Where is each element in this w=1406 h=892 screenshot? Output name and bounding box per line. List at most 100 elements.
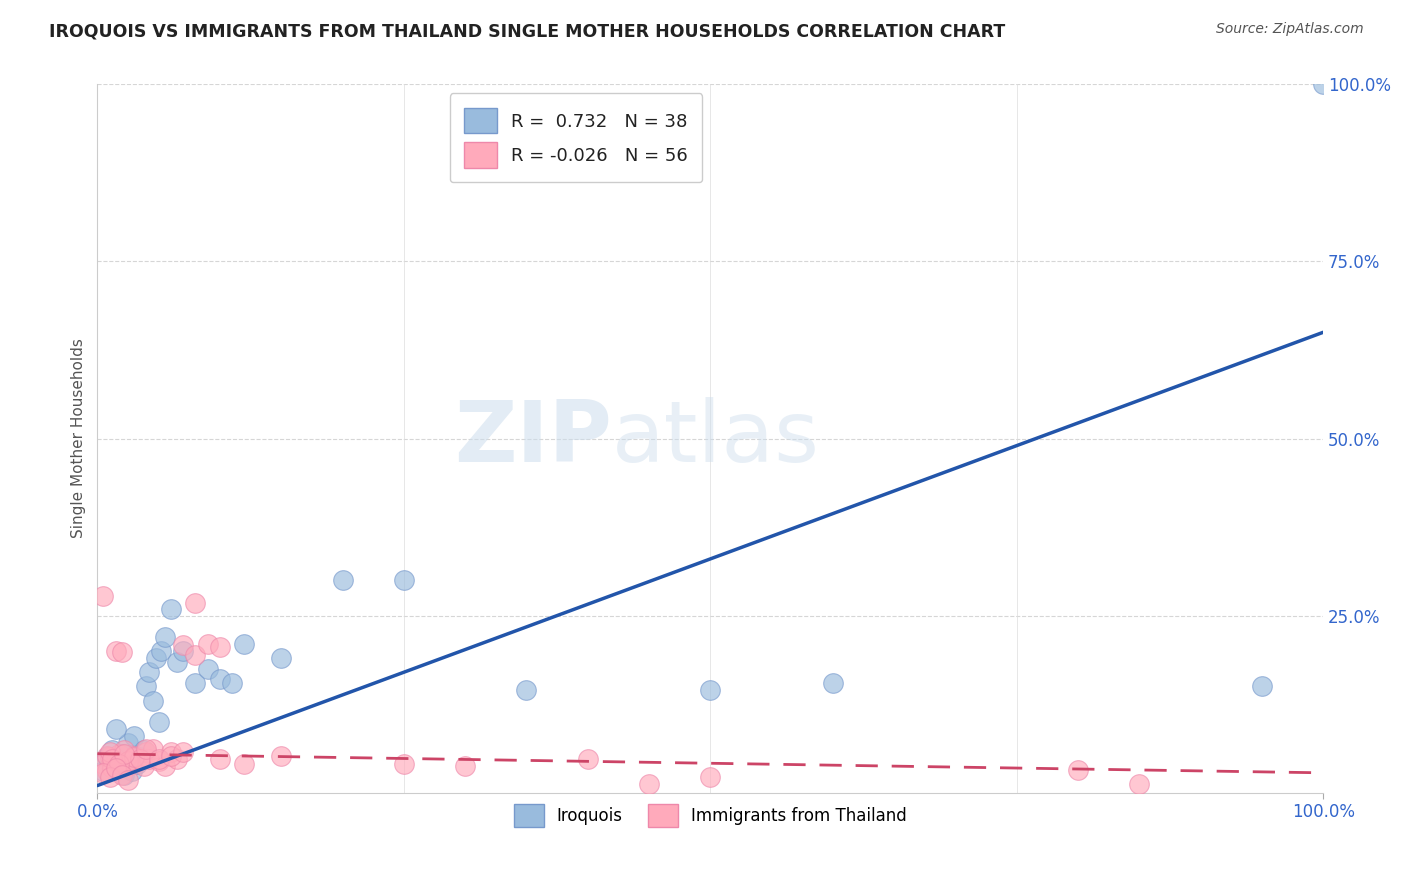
Point	[104, 754, 127, 768]
Point	[150, 644, 173, 658]
Point	[454, 758, 477, 772]
Point	[821, 676, 844, 690]
Point	[111, 757, 134, 772]
Point	[108, 747, 131, 761]
Point	[1250, 680, 1272, 694]
Point	[1312, 78, 1334, 92]
Point	[117, 758, 139, 772]
Point	[96, 764, 118, 779]
Point	[184, 648, 207, 662]
Point	[699, 770, 721, 784]
Point	[184, 676, 207, 690]
Point	[1128, 777, 1150, 791]
Point	[122, 748, 145, 763]
Point	[111, 645, 134, 659]
Point	[576, 752, 599, 766]
Point	[270, 651, 292, 665]
Y-axis label: Single Mother Households: Single Mother Households	[72, 339, 86, 539]
Point	[135, 745, 157, 759]
Point	[104, 761, 127, 775]
Point	[332, 573, 354, 587]
Point	[93, 589, 115, 603]
Point	[160, 745, 183, 759]
Legend: Iroquois, Immigrants from Thailand: Iroquois, Immigrants from Thailand	[508, 797, 914, 834]
Point	[93, 765, 115, 780]
Point	[221, 676, 243, 690]
Point	[101, 752, 124, 766]
Point	[132, 743, 155, 757]
Text: Source: ZipAtlas.com: Source: ZipAtlas.com	[1216, 22, 1364, 37]
Point	[184, 596, 207, 610]
Point	[141, 741, 163, 756]
Point	[135, 680, 157, 694]
Point	[96, 748, 118, 763]
Point	[160, 601, 183, 615]
Point	[117, 754, 139, 768]
Point	[129, 750, 152, 764]
Point	[129, 752, 152, 766]
Point	[98, 745, 121, 759]
Point	[98, 750, 121, 764]
Text: atlas: atlas	[612, 397, 820, 480]
Point	[111, 768, 134, 782]
Point	[101, 761, 124, 775]
Point	[108, 754, 131, 768]
Point	[98, 757, 121, 772]
Point	[104, 644, 127, 658]
Point	[121, 764, 143, 779]
Point	[148, 755, 170, 769]
Point	[135, 741, 157, 756]
Point	[197, 662, 219, 676]
Point	[98, 770, 121, 784]
Point	[122, 729, 145, 743]
Point	[166, 752, 188, 766]
Point	[138, 665, 160, 680]
Point	[233, 637, 256, 651]
Point	[129, 752, 152, 766]
Text: ZIP: ZIP	[454, 397, 612, 480]
Text: IROQUOIS VS IMMIGRANTS FROM THAILAND SINGLE MOTHER HOUSEHOLDS CORRELATION CHART: IROQUOIS VS IMMIGRANTS FROM THAILAND SIN…	[49, 22, 1005, 40]
Point	[104, 722, 127, 736]
Point	[125, 757, 148, 772]
Point	[101, 743, 124, 757]
Point	[699, 683, 721, 698]
Point	[1067, 763, 1090, 777]
Point	[112, 743, 135, 757]
Point	[172, 638, 194, 652]
Point	[112, 747, 135, 761]
Point	[141, 693, 163, 707]
Point	[270, 748, 292, 763]
Point	[96, 750, 118, 764]
Point	[166, 655, 188, 669]
Point	[148, 714, 170, 729]
Point	[392, 573, 415, 587]
Point	[197, 637, 219, 651]
Point	[108, 757, 131, 772]
Point	[145, 651, 167, 665]
Point	[125, 755, 148, 769]
Point	[638, 777, 661, 791]
Point	[148, 752, 170, 766]
Point	[208, 752, 231, 766]
Point	[121, 752, 143, 766]
Point	[112, 768, 135, 782]
Point	[122, 750, 145, 764]
Point	[208, 673, 231, 687]
Point	[392, 757, 415, 772]
Point	[153, 630, 176, 644]
Point	[160, 748, 183, 763]
Point	[515, 683, 537, 698]
Point	[111, 747, 134, 761]
Point	[104, 761, 127, 775]
Point	[93, 757, 115, 772]
Point	[132, 758, 155, 772]
Point	[233, 757, 256, 772]
Point	[172, 644, 194, 658]
Point	[172, 745, 194, 759]
Point	[208, 640, 231, 655]
Point	[93, 764, 115, 779]
Point	[117, 772, 139, 787]
Point	[153, 758, 176, 772]
Point	[138, 752, 160, 766]
Point	[117, 736, 139, 750]
